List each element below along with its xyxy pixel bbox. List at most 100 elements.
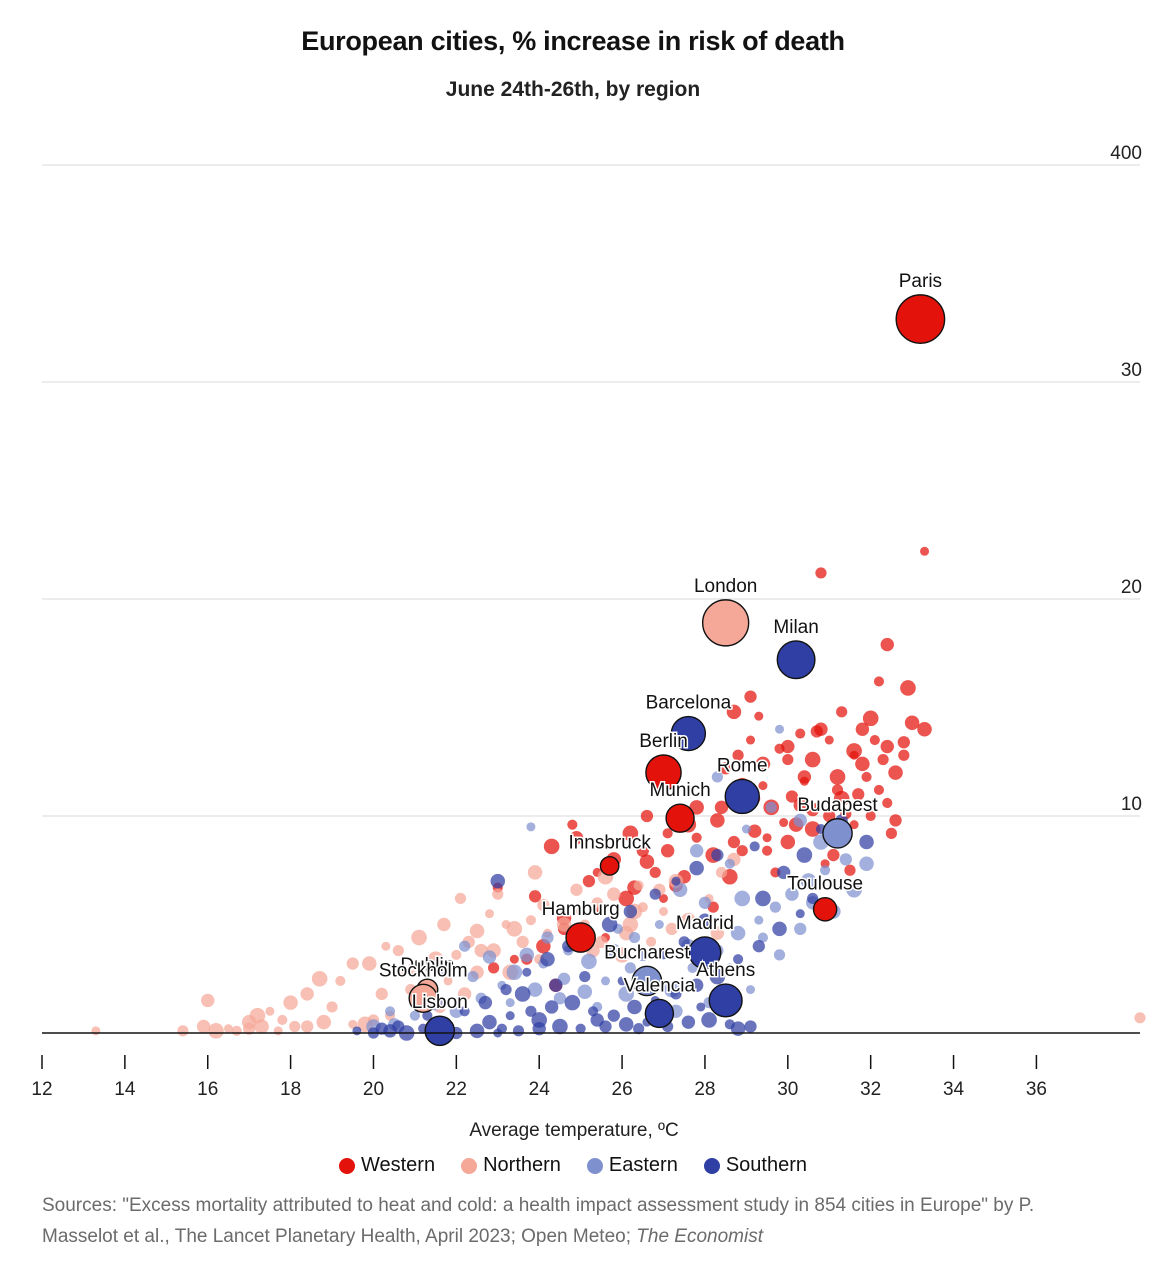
data-point-western xyxy=(804,821,821,837)
data-point-southern xyxy=(422,1010,433,1021)
data-point-western xyxy=(744,690,757,703)
data-point-western xyxy=(897,736,910,749)
data-point-northern xyxy=(492,888,504,900)
data-point-southern xyxy=(512,1025,525,1037)
legend-swatch-eastern xyxy=(586,1157,603,1174)
data-point-southern xyxy=(659,950,669,960)
city-point-bucharest xyxy=(631,965,663,997)
data-point-northern xyxy=(311,970,328,987)
data-point-northern xyxy=(633,880,644,891)
data-point-eastern xyxy=(384,1006,396,1017)
y-tick-label-400: 400 xyxy=(1110,143,1142,164)
data-point-western xyxy=(920,546,930,556)
data-point-western xyxy=(827,848,840,862)
data-point-western xyxy=(880,637,894,652)
data-point-northern xyxy=(277,1014,288,1026)
data-point-western xyxy=(846,743,862,759)
data-point-northern xyxy=(208,1023,224,1039)
data-point-southern xyxy=(375,1022,388,1035)
data-point-northern xyxy=(501,920,511,929)
legend-item-southern: Southern xyxy=(703,1154,807,1177)
data-point-western xyxy=(869,735,880,746)
data-point-western xyxy=(582,874,596,888)
data-point-western xyxy=(855,722,870,736)
data-point-northern xyxy=(443,976,453,986)
data-point-northern xyxy=(201,993,215,1008)
data-point-northern xyxy=(469,923,485,939)
data-point-western xyxy=(719,762,732,775)
data-point-eastern xyxy=(624,962,636,974)
data-point-northern xyxy=(576,906,586,916)
data-point-northern xyxy=(659,906,669,916)
data-point-western xyxy=(649,866,661,879)
data-point-southern xyxy=(601,916,618,933)
legend-item-northern: Northern xyxy=(461,1154,561,1177)
data-point-northern xyxy=(556,917,572,932)
data-point-western xyxy=(861,771,872,782)
data-point-northern xyxy=(595,935,608,949)
data-point-eastern xyxy=(765,801,777,813)
data-point-western xyxy=(747,824,762,838)
data-point-eastern xyxy=(409,1010,420,1021)
data-point-southern xyxy=(681,1015,696,1029)
data-point-southern xyxy=(469,1023,485,1039)
data-point-western xyxy=(691,832,702,843)
data-point-western xyxy=(569,831,584,845)
city-point-milan xyxy=(776,640,816,680)
data-point-western xyxy=(882,797,893,809)
data-point-western xyxy=(660,844,675,858)
data-point-northern xyxy=(300,987,314,1001)
x-tick-label-36: 36 xyxy=(1026,1079,1047,1100)
legend-label-western: Western xyxy=(360,1154,436,1176)
data-point-southern xyxy=(633,1023,645,1035)
city-point-berlin xyxy=(645,754,682,791)
chart-title: European cities, % increase in risk of d… xyxy=(301,26,845,56)
data-point-western xyxy=(640,809,654,823)
city-label-toulouse: Toulouse xyxy=(787,874,863,895)
data-point-southern xyxy=(696,1002,706,1012)
data-point-southern xyxy=(795,909,805,919)
data-point-southern xyxy=(627,999,642,1015)
data-point-southern xyxy=(490,873,506,889)
data-point-eastern xyxy=(672,882,688,898)
data-point-northern xyxy=(451,949,462,960)
data-point-northern xyxy=(457,987,472,1001)
data-point-southern xyxy=(500,984,512,996)
data-point-northern xyxy=(527,865,543,880)
data-point-southern xyxy=(698,913,712,927)
city-label-budapest: Budapest xyxy=(797,795,878,816)
data-point-western xyxy=(754,711,764,721)
data-point-western xyxy=(618,890,635,907)
data-point-eastern xyxy=(698,896,712,909)
data-point-southern xyxy=(352,1026,362,1036)
city-label-innsbruck: Innsbruck xyxy=(568,833,651,854)
data-point-northern xyxy=(91,1026,101,1036)
point-layer xyxy=(91,546,1146,1041)
data-point-southern xyxy=(514,986,531,1002)
grid-layer xyxy=(42,164,1140,817)
data-point-western xyxy=(639,854,655,869)
data-point-western xyxy=(814,722,828,736)
data-point-western xyxy=(900,680,916,696)
x-tick-label-22: 22 xyxy=(446,1079,467,1100)
data-point-northern xyxy=(301,1020,314,1033)
data-point-southern xyxy=(755,890,771,907)
x-tick-label-16: 16 xyxy=(197,1079,218,1100)
data-point-southern xyxy=(671,876,681,886)
data-point-eastern xyxy=(519,947,535,963)
city-point-hamburg xyxy=(565,922,596,953)
city-label-milan: Milan xyxy=(773,617,818,638)
city-point-barcelona xyxy=(670,715,707,752)
data-point-western xyxy=(793,798,807,812)
data-point-northern xyxy=(346,957,359,970)
data-point-southern xyxy=(564,994,581,1011)
data-point-western xyxy=(889,814,902,827)
data-point-eastern xyxy=(628,931,641,944)
source-text: Sources: "Excess mortality attributed to… xyxy=(42,1195,1035,1247)
data-point-southern xyxy=(749,841,760,852)
data-point-northern xyxy=(381,941,391,951)
data-point-southern xyxy=(709,968,726,985)
data-point-northern xyxy=(241,1014,257,1030)
data-point-southern xyxy=(618,1017,634,1032)
data-point-western xyxy=(662,828,673,839)
